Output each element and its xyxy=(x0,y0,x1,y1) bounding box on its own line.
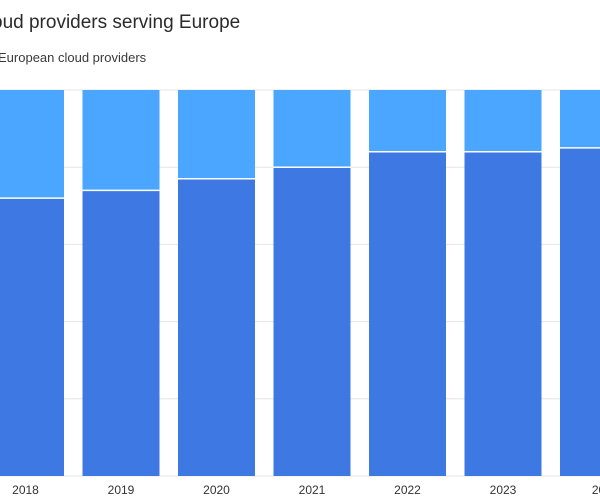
x-tick-label-2022: 2022 xyxy=(394,483,421,497)
bar-bottom-2022 xyxy=(369,151,446,476)
bar-bottom-2021 xyxy=(273,167,351,476)
bar-bottom-2019 xyxy=(82,190,160,477)
bar-top-2024 xyxy=(560,90,600,148)
bar-top-2021 xyxy=(273,90,351,168)
bar-top-2020 xyxy=(178,90,255,179)
bar-bottom-2018 xyxy=(0,198,64,476)
bar-top-2019 xyxy=(82,90,160,191)
bar-top-2022 xyxy=(369,90,446,152)
x-tick-label-2023: 2023 xyxy=(490,483,517,497)
bar-top-2018 xyxy=(0,90,64,199)
chart-title: oud providers serving Europe xyxy=(0,12,241,33)
legend-label: European cloud providers xyxy=(0,50,147,65)
bar-bottom-2020 xyxy=(178,178,255,476)
bar-bottom-2023 xyxy=(464,151,542,476)
x-tick-label-2020: 2020 xyxy=(203,483,230,497)
x-tick-label-2018: 2018 xyxy=(12,483,39,497)
x-tick-label-2019: 2019 xyxy=(108,483,135,497)
bar-bottom-2024 xyxy=(560,147,600,476)
bar-top-2023 xyxy=(464,90,542,152)
x-tick-label-2021: 2021 xyxy=(299,483,326,497)
x-tick-label-2024: 20 xyxy=(592,483,600,497)
